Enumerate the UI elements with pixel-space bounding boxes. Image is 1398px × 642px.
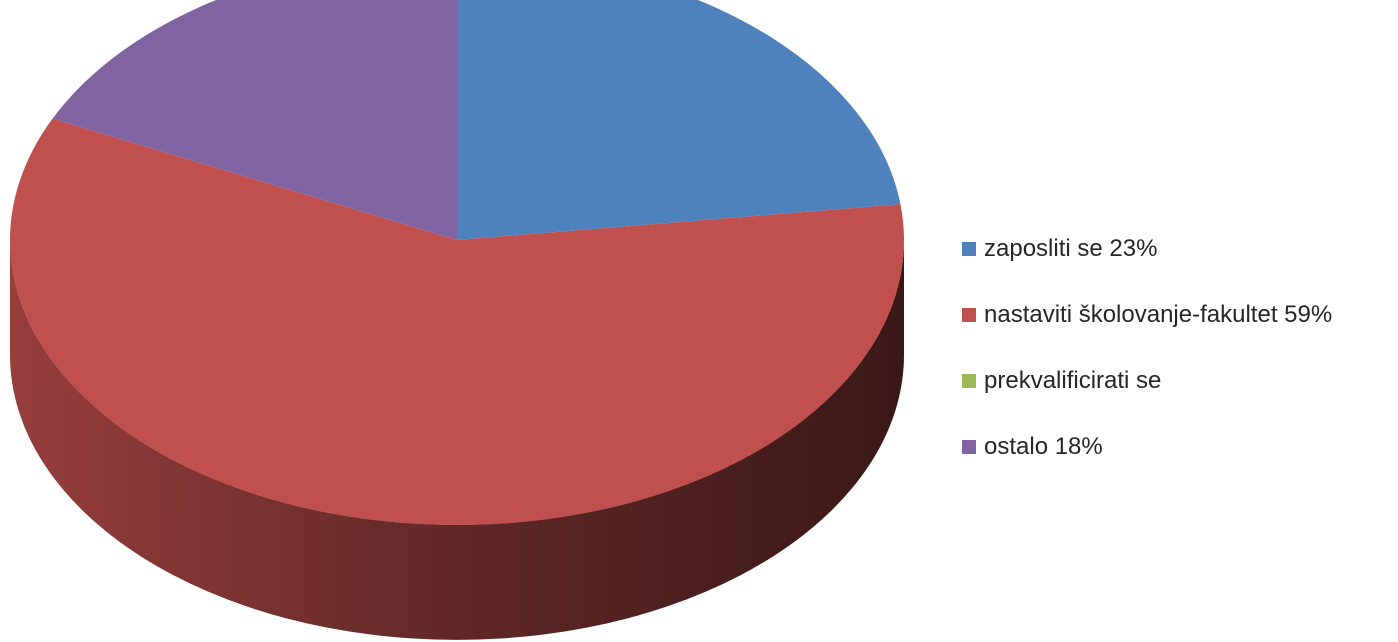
pie-slice-nastaviti [9, 118, 905, 526]
pie-slice-zaposliti [457, 0, 901, 240]
legend: zaposliti se 23% nastaviti školovanje-fa… [962, 234, 1392, 498]
pie-slice-ostalo [52, 0, 457, 240]
legend-item-ostalo: ostalo 18% [962, 432, 1392, 462]
legend-swatch [962, 242, 976, 256]
legend-label: zaposliti se 23% [984, 235, 1158, 262]
legend-item-nastaviti: nastaviti školovanje-fakultet 59% [962, 300, 1392, 330]
pie-slice-nastaviti-side [10, 240, 904, 640]
legend-item-zaposliti: zaposliti se 23% [962, 234, 1392, 264]
legend-swatch [962, 440, 976, 454]
pie-top-faces [9, 0, 905, 526]
legend-swatch [962, 308, 976, 322]
legend-label: nastaviti školovanje-fakultet 59% [984, 301, 1333, 328]
pie-side-walls [10, 240, 904, 640]
legend-label: prekvalificirati se [984, 367, 1162, 394]
legend-swatch [962, 374, 976, 388]
legend-label: ostalo 18% [984, 433, 1103, 460]
legend-item-prekvalificirati: prekvalificirati se [962, 366, 1392, 396]
